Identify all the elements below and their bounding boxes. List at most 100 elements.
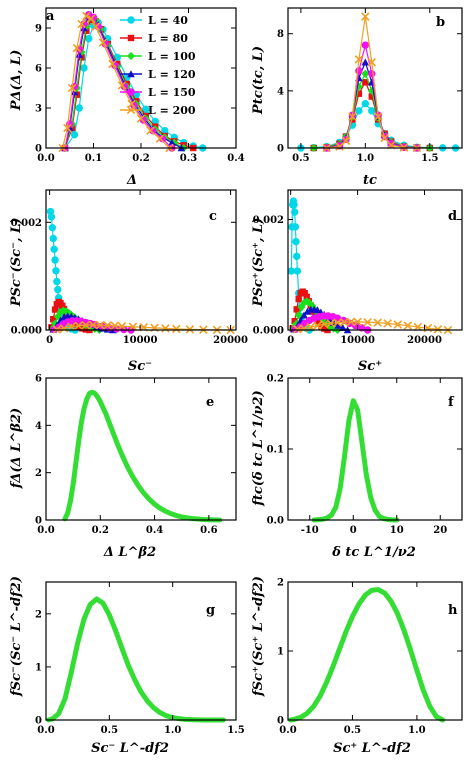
panel-d-point-L200 (423, 323, 433, 333)
panel-f-ytick-label: 0.2 (267, 374, 284, 385)
panel-c-frame (45, 189, 237, 331)
panel-g-ytick-label: 1 (35, 662, 42, 673)
panel-a-point-L200 (82, 11, 91, 21)
panel-h-plot: 0.0 0.5 1.0 0 1 2 (277, 578, 463, 736)
panel-b-point-L150 (355, 67, 363, 75)
panel-f: ftc(δ tc L^1/ν2) δ tc L^1/ν2 -10 0 10 20 0.0… (251, 374, 463, 560)
panel-c-point-L200 (96, 320, 105, 330)
panel-a-line-L150 (64, 13, 173, 149)
panel-c-point-L40 (51, 256, 59, 264)
panel-a-xtick-label: 0.3 (180, 153, 197, 164)
panel-h-letter: h (448, 603, 458, 618)
panel-c-point-L200 (161, 324, 170, 333)
panel-c-point-L40 (50, 245, 58, 253)
panel-f-ytick-label: 0.0 (267, 516, 284, 527)
panel-e-plot: 0.0 0.2 0.4 0.6 0 2 4 6 (35, 374, 237, 536)
panel-a-point-L120 (168, 138, 176, 146)
panel-h-ytick-label: 2 (277, 578, 284, 589)
legend-label-L150: L = 150 (148, 86, 196, 99)
panel-d-point-L120 (303, 307, 312, 315)
panel-h-frame (287, 581, 463, 721)
panel-d-point-L80 (301, 289, 308, 297)
panel-c-ylabel: PSc⁻(Sc⁻, L) (9, 218, 24, 308)
panel-c-point-L200 (128, 322, 138, 332)
panel-b-xtick-label: 1.5 (421, 153, 438, 164)
panel-h-ytick-label: 1 (277, 647, 284, 658)
legend-entry-L40: L = 40 (120, 14, 188, 27)
panel-d-point-L40 (290, 201, 298, 209)
panel-d-letter: d (448, 209, 457, 224)
panel-f-ylabel: ftc(δ tc L^1/ν2) (251, 390, 266, 506)
panel-a-point-L120 (70, 88, 79, 96)
panel-b-point-L100 (361, 69, 370, 78)
panel-b-point-L40 (355, 107, 363, 115)
panel-g-series-collapse (46, 596, 226, 723)
panel-e-ytick-label: 6 (35, 374, 42, 385)
panel-c-point-L200 (103, 321, 112, 330)
panel-d-point-L200 (363, 317, 372, 327)
panel-d-xtick-label: 0 (287, 335, 294, 346)
panel-a-xlabel: Δ (126, 173, 137, 188)
panel-c-point-L200 (74, 321, 83, 330)
panel-b-point-L150 (361, 41, 370, 49)
panel-b-point-L200 (373, 112, 383, 121)
panel-c-ytick-label: 0.002 (11, 218, 42, 229)
panel-c-ytick-label: 0.000 (11, 326, 42, 337)
panel-d-point-L200 (339, 317, 349, 327)
panel-d-point-L200 (313, 321, 322, 330)
panel-d-point-L200 (326, 319, 336, 328)
panel-e-ytick-label: 0 (35, 516, 42, 527)
panel-f-ytick-label: 0.1 (267, 445, 284, 456)
panel-f-xlabel: δ tc L^1/ν2 (331, 545, 416, 560)
panel-f-xtick-label: 20 (433, 525, 447, 536)
legend-label-L100: L = 100 (148, 50, 196, 63)
panel-e-ylabel: fΔ(Δ L^β2) (9, 408, 24, 489)
panel-a-point-L200 (86, 14, 96, 23)
panel-d-point-L200 (346, 317, 356, 327)
panel-c-point-L40 (49, 234, 57, 243)
panel-f-collapse-curve (311, 398, 400, 523)
panel-a-line-L200 (62, 15, 170, 149)
panel-d-point-L200 (353, 317, 362, 327)
panel-b-point-L200 (341, 136, 351, 146)
panel-d-point-L40 (291, 223, 300, 231)
panel-e-xlabel: Δ L^β2 (103, 545, 156, 560)
legend-label-L80: L = 80 (148, 32, 188, 45)
panel-a-point-L40 (142, 105, 150, 114)
panel-b-plot: 0.5 1.0 1.5 0 4 8 (277, 7, 463, 164)
legend-label-L120: L = 120 (148, 68, 196, 81)
panel-c-point-L200 (110, 321, 120, 330)
panel-b-point-L200 (354, 55, 364, 64)
panel-c-point-L200 (81, 320, 91, 330)
panel-c-point-L200 (67, 322, 76, 332)
panel-f-series-collapse (311, 398, 400, 523)
legend-marker-L200 (126, 105, 136, 115)
panel-d-xlabel: Sc⁺ (358, 359, 382, 374)
panel-c-xlabel: Sc⁻ (128, 359, 152, 374)
panel-c-point-L80 (59, 302, 66, 309)
legend-entry-L200: L = 200 (120, 104, 196, 117)
panel-c-point-L80 (50, 316, 57, 323)
panel-a-point-L200 (63, 123, 72, 133)
panel-a-point-L120 (75, 50, 84, 58)
panel-h-ylabel: fSc⁺(Sc⁺ L^-df2) (251, 576, 266, 697)
panel-a-point-L200 (117, 81, 127, 90)
panel-d-point-L120 (339, 323, 347, 331)
panel-h-xlabel: Sc⁺ L^-df2 (333, 741, 411, 756)
legend-label-L200: L = 200 (148, 104, 196, 117)
panel-g-xtick-label: 0.5 (101, 725, 118, 736)
panel-a-point-L200 (136, 114, 146, 123)
panel-c-point-L200 (185, 325, 195, 334)
panel-d-point-L80 (320, 325, 328, 332)
panel-f-xtick-label: -10 (301, 525, 319, 536)
panel-e-xtick-label: 0.2 (92, 525, 109, 536)
panel-b-point-L200 (380, 133, 389, 143)
panel-b-frame (287, 7, 463, 149)
panel-d-point-L80 (291, 317, 298, 325)
panel-d-point-L40 (290, 208, 299, 216)
panel-b-ylabel: Ptc(tc, L) (251, 46, 266, 115)
panel-f-letter: f (448, 395, 455, 410)
panel-b-point-L200 (361, 12, 370, 21)
